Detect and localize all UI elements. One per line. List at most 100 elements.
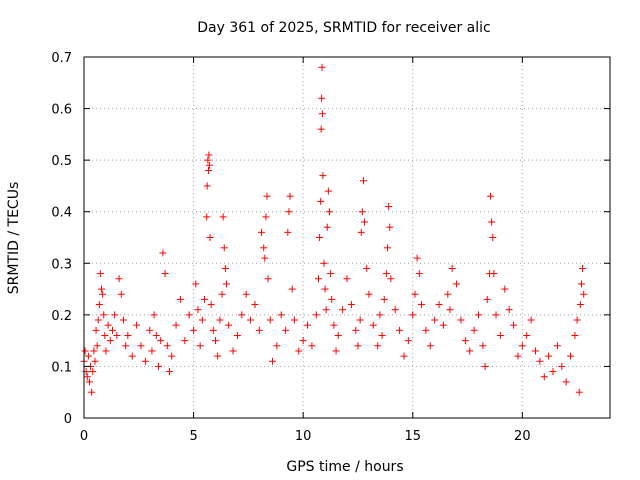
data-point [98,285,106,293]
data-point [328,295,336,303]
data-point [285,208,293,216]
x-tick-label: 0 [80,429,88,444]
data-point [181,337,189,345]
data-point [205,151,213,159]
data-point [247,316,255,324]
data-point [334,331,342,339]
chart-title: Day 361 of 2025, SRMTID for receiver ali… [197,20,490,36]
data-point [268,357,276,365]
data-point [466,347,474,355]
data-point [161,270,169,278]
data-point [150,311,158,319]
data-point [382,270,390,278]
y-tick-label: 0.2 [51,309,72,324]
data-point [124,331,132,339]
data-point [251,301,259,309]
data-point [411,290,419,298]
data-point [369,321,377,329]
data-point [320,259,328,267]
data-point [90,347,98,355]
data-point [385,203,393,211]
data-point [93,342,101,350]
data-points [80,63,588,396]
data-point [266,316,274,324]
data-point [96,270,104,278]
data-point [152,331,160,339]
data-point [117,290,125,298]
data-point [218,290,226,298]
data-point [216,316,224,324]
data-point [111,311,119,319]
data-point [157,337,165,345]
data-point [159,249,167,257]
data-point [347,301,355,309]
data-point [444,290,452,298]
data-point [290,316,298,324]
data-point [576,301,584,309]
data-point [461,337,469,345]
data-point [198,316,206,324]
data-point [115,275,123,283]
data-point [205,161,213,169]
data-point [446,306,454,314]
data-point [343,275,351,283]
data-point [318,110,326,118]
data-point [220,244,228,252]
y-tick-label: 0.6 [51,103,72,118]
data-point [571,331,579,339]
data-point [192,280,200,288]
data-point [101,331,109,339]
data-point [100,311,108,319]
data-point [518,342,526,350]
data-point [263,192,271,200]
data-point [396,326,404,334]
y-tick-label: 0.7 [51,51,72,66]
data-point [418,301,426,309]
data-point [321,285,329,293]
data-point [475,311,482,319]
data-point [203,182,211,190]
data-point [315,275,323,283]
data-point [84,352,92,360]
data-point [357,228,365,236]
data-point [483,295,491,303]
data-point [317,197,325,205]
data-point [207,301,215,309]
data-point [214,352,222,360]
data-point [288,285,296,293]
data-point [201,295,209,303]
data-point [489,234,497,241]
data-point [299,337,307,345]
data-point [119,316,127,324]
data-point [318,63,326,71]
y-tick-label: 0.3 [51,257,72,272]
data-point [209,326,217,334]
data-point [453,280,461,288]
data-point [185,311,193,319]
data-point [448,264,456,272]
data-point [510,321,518,329]
data-point [286,192,294,200]
data-point [558,362,566,370]
data-point [258,228,266,236]
data-point [277,311,285,319]
data-point [481,362,489,370]
data-point [172,321,180,329]
data-point [168,352,176,360]
data-point [262,213,270,221]
data-point [470,326,478,334]
y-axis-label: SRMTID / TECUs [6,182,22,295]
data-point [312,311,320,319]
x-axis-ticks: 0 5 10 15 20 [80,57,531,444]
data-point [391,306,399,314]
data-point [196,342,204,350]
data-point [163,342,171,350]
data-point [95,301,103,309]
data-point [122,342,130,350]
data-point [359,177,367,185]
data-point [322,306,330,314]
data-point [316,234,324,241]
data-point [579,264,587,272]
data-point [549,368,557,376]
